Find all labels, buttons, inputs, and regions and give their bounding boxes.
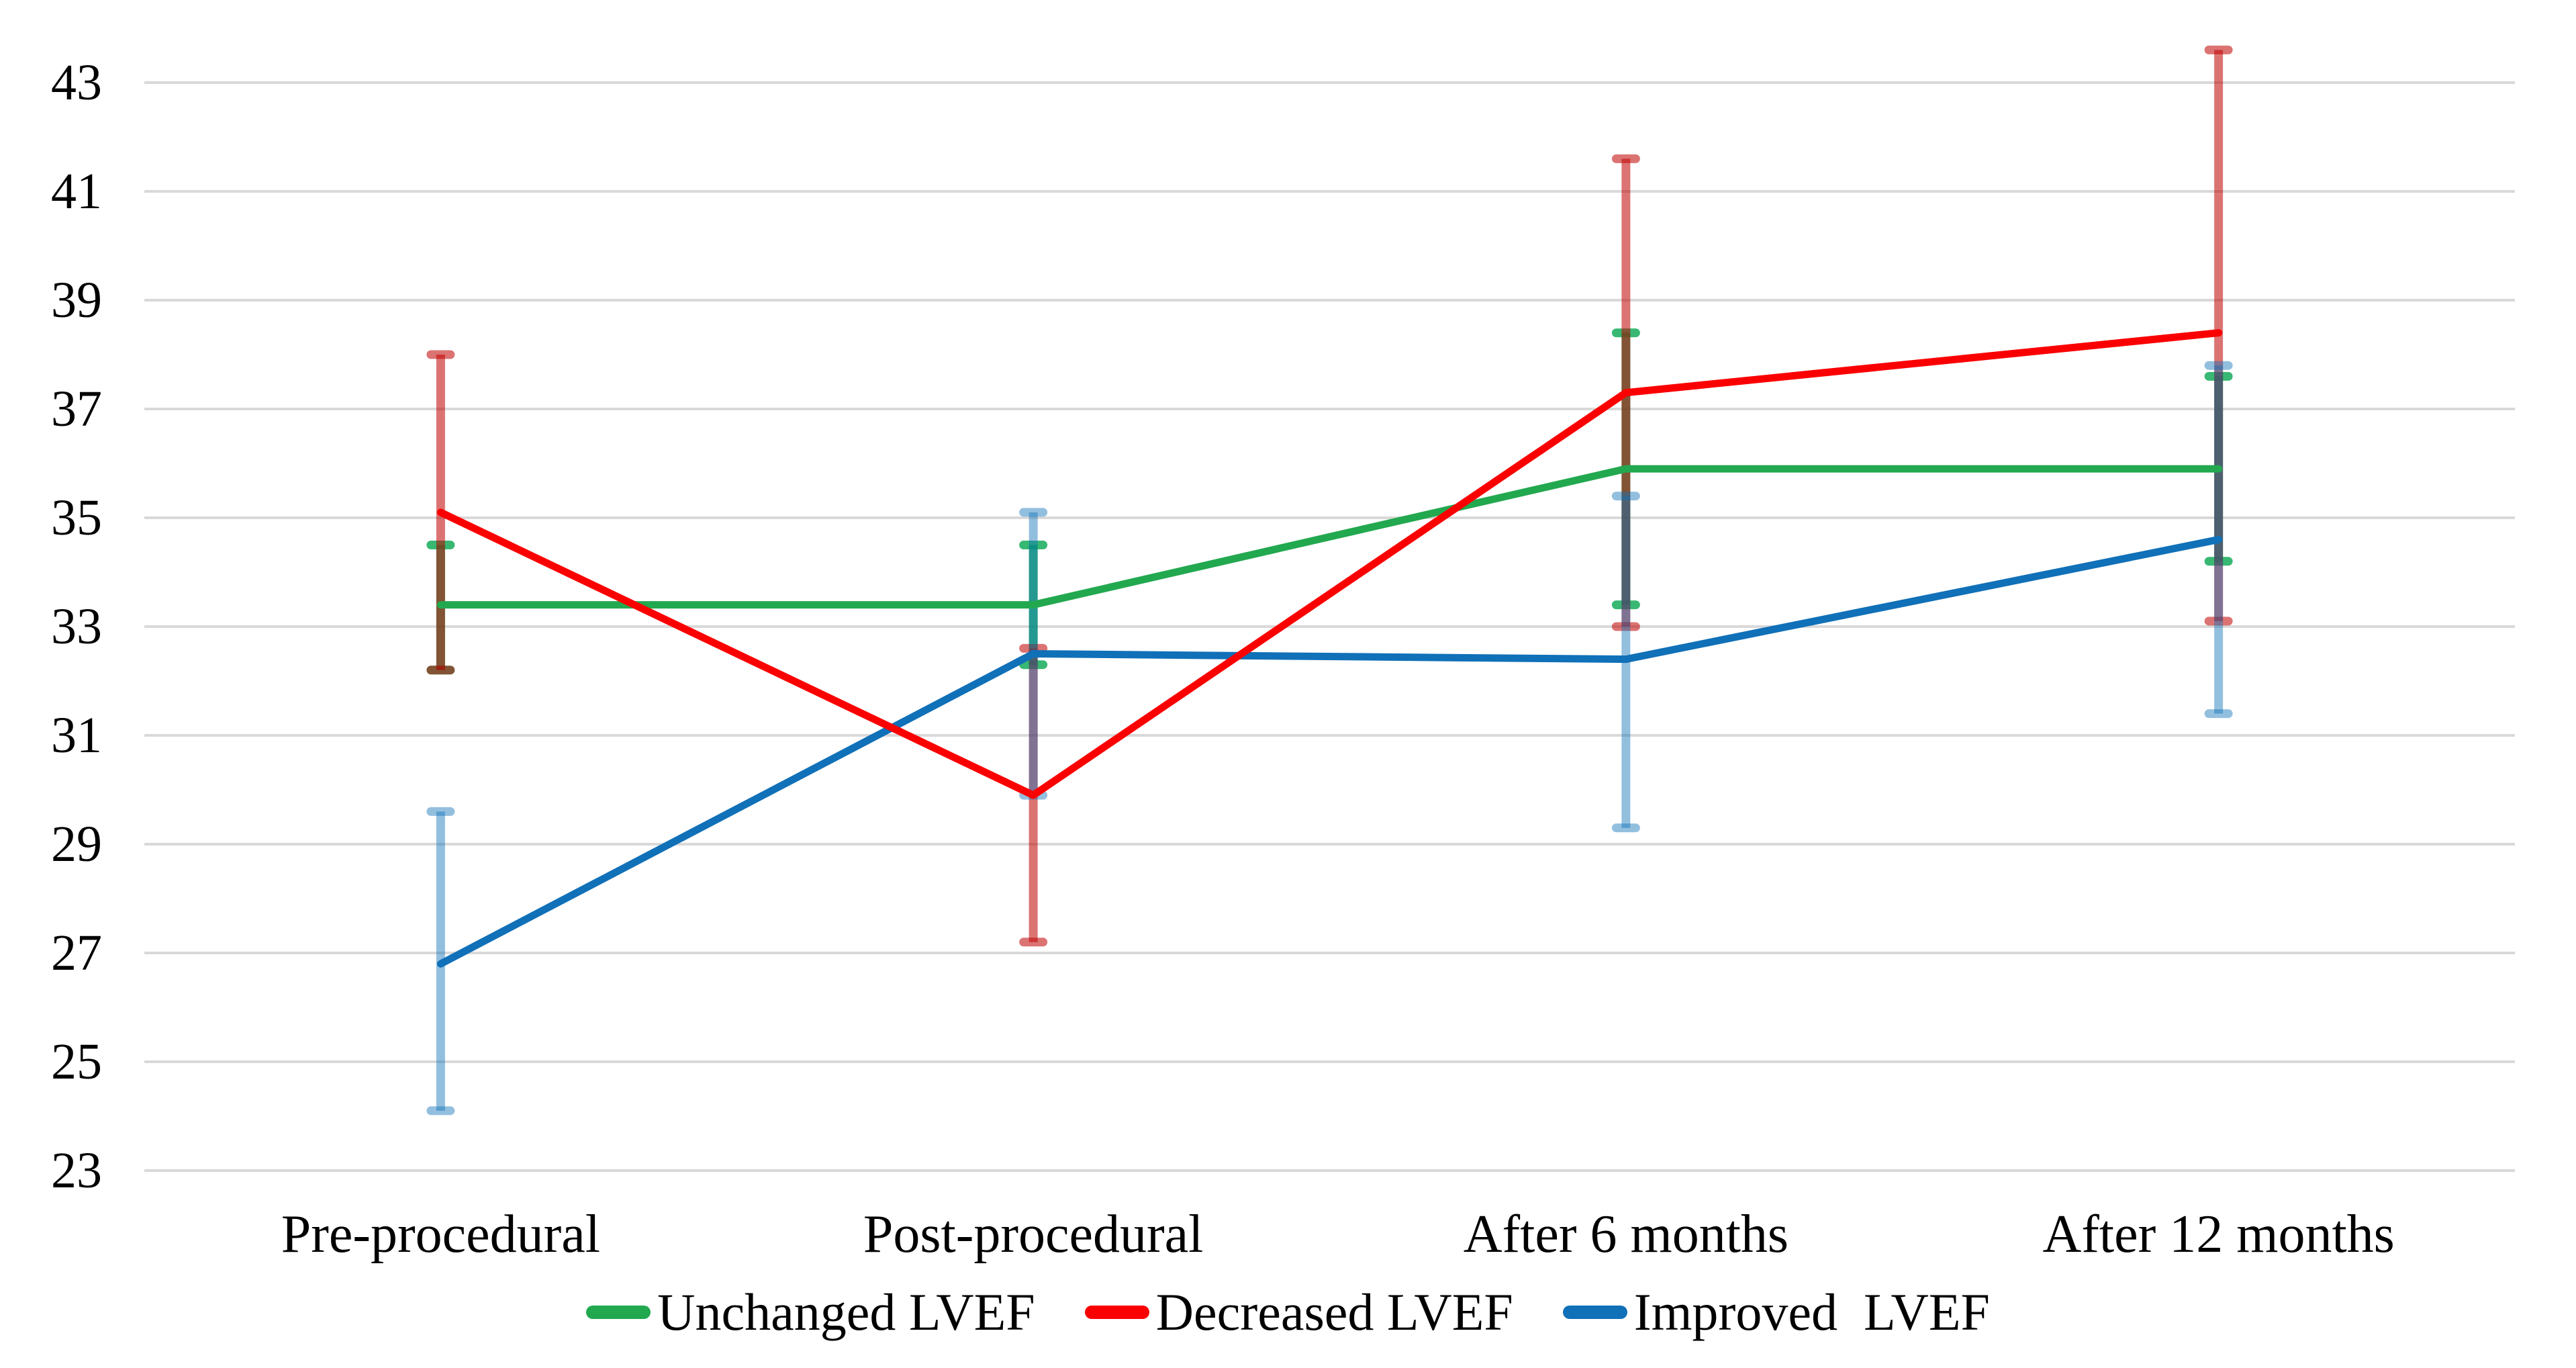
x-category-label: After 12 months [2042, 1205, 2395, 1264]
y-tick-label: 43 [51, 54, 102, 111]
y-tick-label: 37 [51, 381, 102, 437]
x-category-label: Pre-procedural [281, 1205, 601, 1264]
legend-label: Unchanged LVEF [657, 1283, 1035, 1341]
error-bar-top-cap [2204, 361, 2233, 370]
y-tick-label: 39 [51, 272, 102, 328]
series-line-decreased-lvef [436, 329, 2223, 799]
error-bar-top-cap [1611, 492, 1640, 501]
error-bar-bottom-cap [1019, 938, 1048, 947]
series-line-unchanged-lvef [436, 465, 2223, 609]
error-bar-top-cap [426, 350, 455, 359]
error-bar-bottom-cap [426, 1106, 455, 1115]
x-category-label: After 6 months [1463, 1205, 1789, 1264]
y-tick-label: 29 [51, 816, 102, 872]
error-bar-bottom-cap [2204, 709, 2233, 719]
error-bar-top-cap [1611, 154, 1640, 163]
error-bar-top-cap [1019, 541, 1048, 549]
error-bar-bottom-cap [426, 666, 455, 675]
x-category-label: Post-procedural [863, 1205, 1204, 1264]
legend-item: Unchanged LVEF [586, 1277, 1035, 1347]
error-bar-bottom-cap [1611, 622, 1640, 631]
series-line-improved-lvef [436, 535, 2223, 968]
y-tick-label: 33 [51, 598, 102, 655]
legend-swatch-icon [1084, 1306, 1149, 1319]
y-tick-label: 27 [51, 925, 102, 981]
legend-item: Improved LVEF [1562, 1277, 1990, 1347]
error-bar-top-cap [1019, 508, 1048, 517]
error-bar-top-cap [426, 807, 455, 816]
error-bar-bottom-cap [2204, 617, 2233, 626]
legend-item: Decreased LVEF [1084, 1277, 1513, 1347]
y-tick-label: 23 [51, 1142, 102, 1199]
legend-label: Decreased LVEF [1155, 1283, 1513, 1341]
y-tick-label: 25 [51, 1034, 102, 1090]
y-tick-label: 31 [51, 707, 102, 764]
error-bar-top-cap [2204, 45, 2233, 54]
legend-swatch-icon [1562, 1306, 1627, 1319]
chart-legend: Unchanged LVEF Decreased LVEF Improved LVE… [0, 1277, 2576, 1347]
legend-swatch-icon [586, 1306, 651, 1319]
legend-label: Improved LVEF [1633, 1283, 1990, 1341]
error-bar-bottom-cap [1611, 823, 1640, 833]
y-tick-label: 41 [51, 163, 102, 220]
y-tick-label: 35 [51, 490, 102, 546]
